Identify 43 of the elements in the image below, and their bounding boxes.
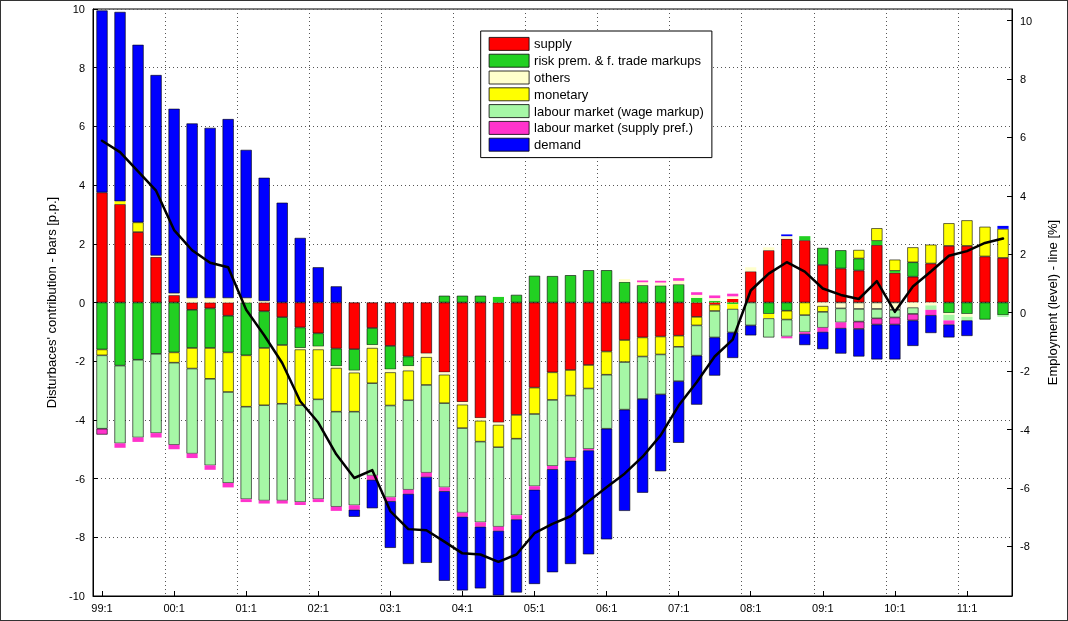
x-tick-label: 04:1 (451, 601, 474, 614)
y-tick-label: -6 (75, 472, 85, 485)
x-tick-label: 00:1 (163, 601, 185, 614)
y2-tick-label: 4 (1020, 189, 1027, 202)
y-tick-label: 8 (78, 61, 85, 74)
y2-tick-label: 6 (1020, 131, 1027, 144)
x-tick-label: 06:1 (595, 601, 618, 614)
legend-label: monetary (534, 86, 589, 102)
y-tick-label: 2 (78, 237, 85, 250)
legend-label: labour market (wage markup) (534, 103, 704, 119)
y-tick-label: -10 (69, 590, 85, 602)
x-tick-label: 99:1 (91, 601, 113, 614)
y-tick-label: 10 (72, 3, 85, 15)
y-tick-label: 4 (78, 179, 85, 192)
y-tick-label: -4 (75, 413, 85, 426)
y2-tick-label: -8 (1020, 540, 1030, 553)
y2-tick-label: 2 (1020, 248, 1027, 261)
y-axis-title: Disturbaces' contribution - bars [p.p.] (44, 196, 60, 409)
legend-label: supply (534, 36, 573, 52)
y-tick-label: 0 (78, 296, 85, 309)
y2-tick-label: 0 (1020, 306, 1027, 319)
x-tick-label: 02:1 (307, 601, 329, 614)
y-tick-label: -8 (75, 531, 85, 544)
x-tick-label: 01:1 (235, 601, 257, 614)
x-tick-label: 10:1 (884, 601, 906, 614)
x-tick-label: 11:1 (956, 601, 978, 614)
x-tick-label: 05:1 (523, 601, 546, 614)
x-tick-label: 09:1 (812, 601, 834, 614)
y-tick-label: 6 (78, 120, 85, 133)
legend-label: others (534, 70, 571, 85)
y2-tick-label: -2 (1020, 365, 1030, 378)
y2-tick-label: -4 (1020, 423, 1030, 436)
legend-label: demand (534, 137, 582, 153)
y2-tick-label: 10 (1020, 14, 1033, 27)
x-tick-label: 03:1 (379, 601, 402, 614)
x-tick-label: 08:1 (740, 601, 762, 614)
y-tick-label: -2 (75, 355, 85, 368)
x-tick-label: 07:1 (667, 601, 690, 614)
y2-axis-title: Employment (level) - line [%] (1045, 219, 1060, 386)
legend-label: risk prem. & f. trade markups (534, 53, 702, 69)
y2-tick-label: -6 (1020, 481, 1030, 494)
y2-tick-label: 8 (1020, 73, 1027, 86)
legend-label: labour market (supply pref.) (534, 120, 694, 136)
